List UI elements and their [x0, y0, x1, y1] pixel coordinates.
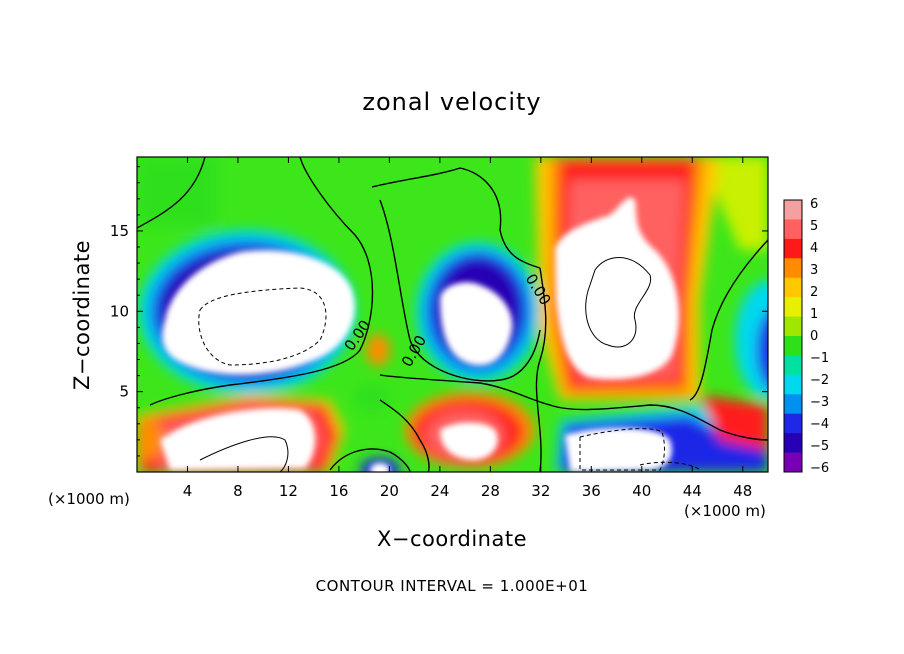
- x-tick-label: 40: [632, 482, 651, 500]
- colorbar-swatch: [784, 238, 802, 259]
- colorbar-label: −2: [810, 373, 829, 388]
- x-tick-label: 48: [733, 482, 752, 500]
- plot-frame: [136, 156, 769, 473]
- x-unit-left: (×1000 m): [48, 490, 130, 508]
- inner-contour-lines: [199, 257, 652, 472]
- colorbar-label: 6: [810, 197, 818, 212]
- colorbar-label: −4: [810, 417, 829, 432]
- x-tick-label: 36: [582, 482, 601, 500]
- x-tick-label: 24: [430, 482, 449, 500]
- colorbar-swatch: [784, 219, 802, 240]
- colorbar-frame: [783, 199, 803, 473]
- chart-title: zonal velocity: [362, 88, 542, 116]
- colorbar-swatch: [784, 394, 802, 415]
- x-tick-label: 44: [683, 482, 702, 500]
- x-unit-right: (×1000 m): [684, 502, 766, 520]
- heatmap-field: [137, 157, 768, 472]
- colorbar-label: 0: [810, 329, 818, 344]
- colorbar-label: −1: [810, 351, 829, 366]
- x-axis-label: X−coordinate: [377, 527, 527, 551]
- colorbar-label: 3: [810, 263, 818, 278]
- y-tick-label: 15: [110, 222, 129, 240]
- colorbar-swatch: [784, 433, 802, 454]
- y-tick-label: 5: [119, 383, 129, 401]
- x-tick-label: 4: [183, 482, 193, 500]
- colorbar-swatch: [784, 316, 802, 337]
- x-tick-label: 32: [531, 482, 550, 500]
- colorbar-label: −5: [810, 439, 829, 454]
- colorbar-swatch: [784, 277, 802, 298]
- contour-interval-note: CONTOUR INTERVAL = 1.000E+01: [315, 577, 589, 595]
- colorbar-swatch: [784, 374, 802, 395]
- y-ticks: 5 10 15: [110, 166, 768, 457]
- colorbar-label: 1: [810, 307, 818, 322]
- x-tick-label: 16: [329, 482, 348, 500]
- colorbar: 6 5 4 3 2 1 0 −1 −2 −3 −4 −5 −6: [783, 197, 829, 476]
- colorbar-label: 2: [810, 285, 818, 300]
- x-tick-label: 8: [233, 482, 243, 500]
- x-tick-label: 28: [481, 482, 500, 500]
- x-tick-label: 20: [380, 482, 399, 500]
- dashed-contour-lines: [198, 287, 701, 471]
- colorbar-swatch: [784, 355, 802, 376]
- x-ticks: 4 8 12 16 20 24 28 32 36 40 44 48: [183, 157, 752, 500]
- colorbar-swatch: [784, 452, 802, 473]
- y-tick-label: 10: [110, 302, 129, 320]
- colorbar-swatch: [784, 200, 802, 220]
- colorbar-label: 5: [810, 219, 818, 234]
- colorbar-swatch: [784, 336, 802, 356]
- colorbar-label: −6: [810, 461, 829, 476]
- x-tick-label: 12: [279, 482, 298, 500]
- colorbar-label: 4: [810, 241, 818, 256]
- colorbar-label: −3: [810, 395, 829, 410]
- contour-lines: [137, 157, 768, 472]
- colorbar-swatch: [784, 413, 802, 434]
- colorbar-swatch: [784, 297, 802, 318]
- colorbar-swatch: [784, 258, 802, 279]
